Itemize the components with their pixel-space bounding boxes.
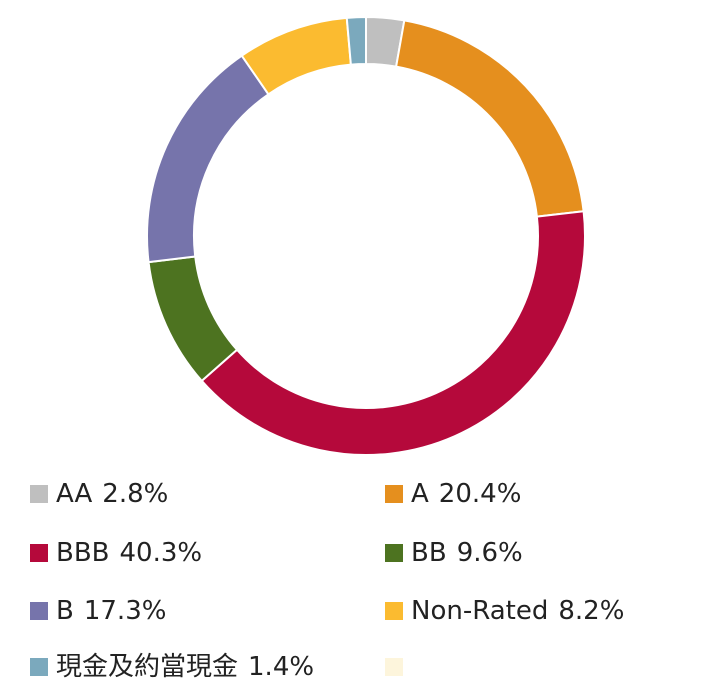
legend-swatch — [30, 544, 48, 562]
legend-category: B — [56, 596, 74, 626]
legend-swatch — [385, 544, 403, 562]
legend-label: BB 9.6% — [411, 538, 523, 568]
donut-slice — [200, 210, 586, 456]
legend-swatch — [385, 602, 403, 620]
legend-swatch — [30, 658, 48, 676]
legend-category: 現金及約當現金 — [56, 652, 238, 682]
legend-category: BBB — [56, 538, 110, 568]
donut-slice — [147, 255, 239, 383]
legend-label: A 20.4% — [411, 479, 521, 509]
legend-value: 1.4% — [248, 652, 314, 682]
legend-label: AA 2.8% — [56, 479, 168, 509]
legend-value: 20.4% — [439, 479, 522, 509]
legend-swatch — [385, 485, 403, 503]
legend-label: BBB 40.3% — [56, 538, 202, 568]
legend-category: BB — [411, 538, 447, 568]
legend-category: A — [411, 479, 429, 509]
legend-category: Non-Rated — [411, 596, 548, 626]
legend-category: AA — [56, 479, 93, 509]
legend-value: 17.3% — [84, 596, 167, 626]
legend-value: 2.8% — [102, 479, 168, 509]
legend-label: B 17.3% — [56, 596, 166, 626]
legend-swatch — [30, 602, 48, 620]
legend-value: 8.2% — [558, 596, 624, 626]
legend-label: 現金及約當現金 1.4% — [56, 652, 314, 682]
donut-slice — [146, 54, 270, 264]
legend-swatch — [385, 658, 403, 676]
legend-value: 9.6% — [457, 538, 523, 568]
legend-label: Non-Rated 8.2% — [411, 596, 624, 626]
legend-value: 40.3% — [120, 538, 203, 568]
donut-slice — [394, 19, 585, 218]
legend-swatch — [30, 485, 48, 503]
donut-slice — [345, 15, 367, 66]
